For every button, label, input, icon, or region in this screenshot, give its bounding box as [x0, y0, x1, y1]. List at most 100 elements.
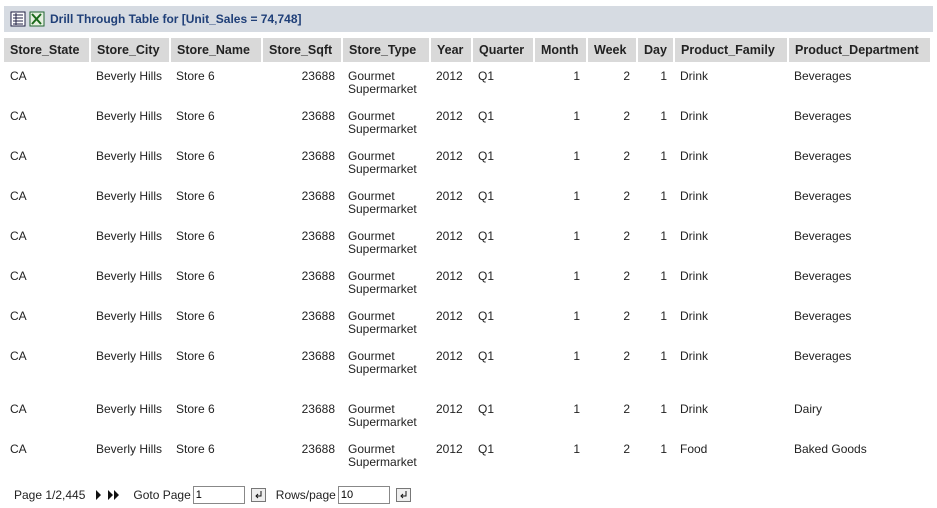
- table-cell: CA: [10, 402, 27, 416]
- table-cell: 2012: [436, 109, 463, 123]
- table-cell: Beverly Hills: [96, 109, 163, 123]
- table-cell: 2: [623, 309, 630, 323]
- goto-input[interactable]: [192, 486, 245, 504]
- table-cell: Beverages: [794, 189, 852, 203]
- table-row: CA Beverly Hills Store 6 23688 Gourmet Super…: [4, 302, 931, 342]
- rows-button[interactable]: [395, 488, 411, 502]
- table-cell: 23688: [301, 349, 335, 363]
- column-header: Day: [637, 38, 675, 62]
- table-cell: Gourmet Supermarket: [348, 349, 417, 376]
- table-cell: 1: [573, 269, 580, 283]
- table-cell: Q1: [478, 189, 495, 203]
- column-header: Store_City: [90, 38, 171, 62]
- table-cell: Gourmet Supermarket: [348, 149, 417, 176]
- table-cell: Store 6: [176, 269, 215, 283]
- table-cell: 1: [660, 402, 667, 416]
- table-cell: 1: [660, 229, 667, 243]
- table-cell: 1: [573, 442, 580, 456]
- table-cell: Baked Goods: [794, 442, 867, 456]
- next-buttons[interactable]: [95, 489, 125, 501]
- table-cell: 2: [623, 149, 630, 163]
- header-row: Store_State Store_City Store_Name Store_Sqf…: [4, 38, 932, 62]
- table-cell: 2012: [436, 442, 463, 456]
- table-cell: 1: [660, 309, 667, 323]
- table-cell: Drink: [680, 149, 709, 163]
- table-row: CA Beverly Hills Store 6 23688 Gourmet Super…: [4, 142, 931, 182]
- table-cell: Store 6: [176, 309, 215, 323]
- table-cell: Drink: [680, 189, 709, 203]
- table-cell: Beverly Hills: [96, 349, 163, 363]
- table-cell: 2012: [436, 149, 463, 163]
- table-cell: Drink: [680, 69, 709, 83]
- table-cell: 23688: [301, 309, 335, 323]
- table-cell: Store 6: [176, 189, 215, 203]
- page-label: Page 1/2,445: [14, 488, 86, 502]
- table-cell: CA: [10, 349, 27, 363]
- table-cell: 23688: [301, 69, 335, 83]
- table-cell: Dairy: [794, 402, 823, 416]
- table-cell: CA: [10, 149, 27, 163]
- table-cell: Beverages: [794, 69, 852, 83]
- table-row: CA Beverly Hills Store 6 23688 Gourmet Super…: [4, 342, 931, 395]
- table-cell: Store 6: [176, 442, 215, 456]
- table-cell: 1: [660, 109, 667, 123]
- table-cell: Beverly Hills: [96, 229, 163, 243]
- table-cell: Beverages: [794, 229, 852, 243]
- table-cell: 2012: [436, 349, 463, 363]
- table-cell: Drink: [680, 109, 709, 123]
- table-cell: Beverages: [794, 309, 852, 323]
- table-row: CA Beverly Hills Store 6 23688 Gourmet Super…: [4, 222, 931, 262]
- title-bar: Drill Through Table for [Unit_Sales = 74…: [4, 6, 933, 32]
- table-cell: 1: [660, 69, 667, 83]
- table-cell: Store 6: [176, 229, 215, 243]
- table-cell: Gourmet Supermarket: [348, 229, 417, 256]
- table-cell: Drink: [680, 229, 709, 243]
- pagination: Page 1/2,445 Goto Page Rows/page: [14, 485, 421, 505]
- table-cell: Q1: [478, 149, 495, 163]
- table-cell: 2012: [436, 229, 463, 243]
- table-cell: Beverly Hills: [96, 189, 163, 203]
- table-cell: 2: [623, 69, 630, 83]
- table-cell: Gourmet Supermarket: [348, 442, 417, 469]
- table-cell: Beverages: [794, 349, 852, 363]
- table-cell: Gourmet Supermarket: [348, 402, 417, 429]
- table-cell: CA: [10, 69, 27, 83]
- table-row: CA Beverly Hills Store 6 23688 Gourmet Super…: [4, 435, 931, 475]
- goto-label: Goto Page: [133, 488, 191, 502]
- column-header: Year: [430, 38, 473, 62]
- table-cell: 2: [623, 402, 630, 416]
- table-cell: Beverly Hills: [96, 402, 163, 416]
- table-cell: Q1: [478, 69, 495, 83]
- table-cell: Gourmet Supermarket: [348, 109, 417, 136]
- table-cell: Beverages: [794, 269, 852, 283]
- table-cell: 23688: [301, 149, 335, 163]
- table-cell: Gourmet Supermarket: [348, 269, 417, 296]
- table-cell: Store 6: [176, 402, 215, 416]
- column-header: Store_Sqft: [262, 38, 343, 62]
- table-cell: 1: [573, 149, 580, 163]
- table-cell: 23688: [301, 442, 335, 456]
- column-header: Product_Family: [674, 38, 789, 62]
- toolbar-icons: [10, 11, 45, 27]
- table-cell: 1: [660, 189, 667, 203]
- table-cell: Store 6: [176, 109, 215, 123]
- table-cell: Gourmet Supermarket: [348, 309, 417, 336]
- rows-input[interactable]: [337, 486, 390, 504]
- table-cell: Beverly Hills: [96, 149, 163, 163]
- table-cell: CA: [10, 309, 27, 323]
- table-cell: Beverages: [794, 149, 852, 163]
- goto-button[interactable]: [250, 488, 266, 502]
- table-cell: 1: [660, 269, 667, 283]
- table-cell: Beverly Hills: [96, 442, 163, 456]
- table-cell: 1: [573, 189, 580, 203]
- table-cell: 23688: [301, 229, 335, 243]
- table-cell: Gourmet Supermarket: [348, 189, 417, 216]
- table-cell: 1: [573, 309, 580, 323]
- table-cell: 1: [573, 349, 580, 363]
- table-cell: 2012: [436, 309, 463, 323]
- column-header: Store_State: [4, 38, 91, 62]
- table-cell: 2012: [436, 69, 463, 83]
- table-cell: 23688: [301, 402, 335, 416]
- table-cell: Q1: [478, 229, 495, 243]
